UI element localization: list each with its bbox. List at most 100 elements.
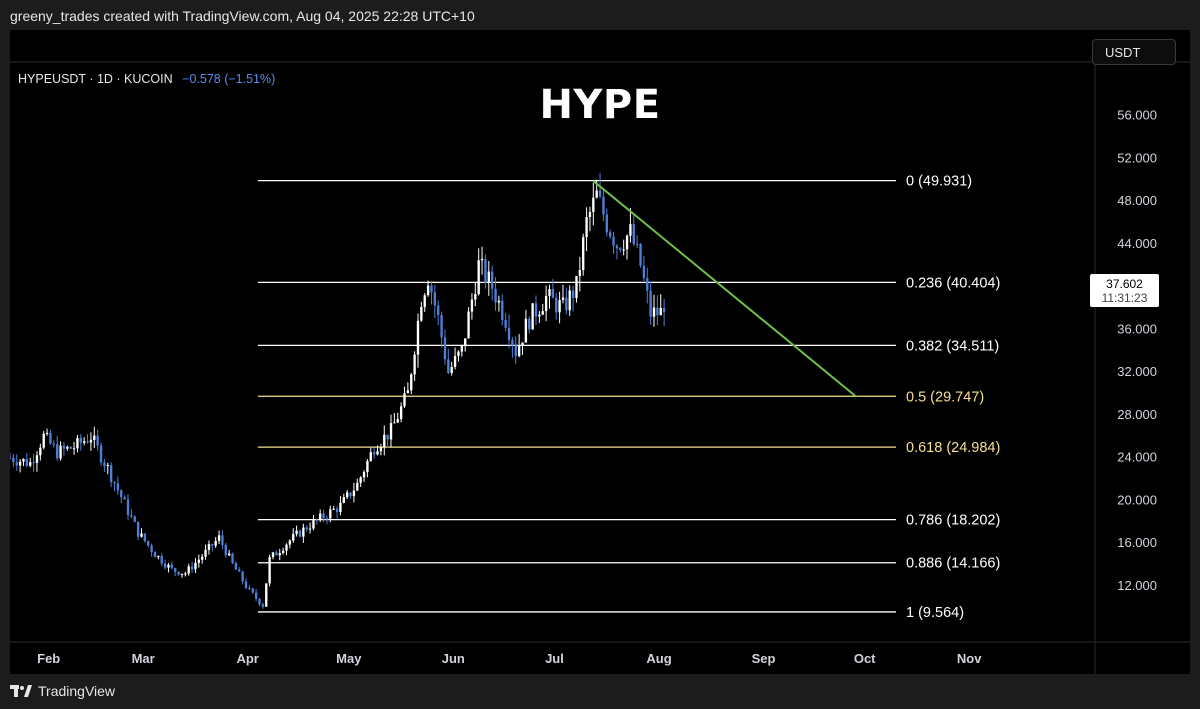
fib-level-label: 1 (9.564) [906, 605, 964, 621]
candle-body [292, 533, 295, 541]
candle-body [295, 530, 298, 534]
candle-body [578, 269, 582, 276]
candle-body [551, 289, 555, 298]
footer-brand[interactable]: TradingView [10, 680, 115, 702]
y-tick-label: 24.000 [1117, 450, 1157, 465]
candle-body [447, 359, 450, 373]
x-tick-label: Feb [37, 651, 60, 666]
candle-body [275, 552, 278, 556]
candle-body [133, 516, 136, 522]
candle-body [345, 492, 349, 498]
candle-body [571, 290, 575, 298]
bar-countdown: 11:31:23 [1101, 291, 1148, 305]
x-tick-label: Mar [132, 651, 155, 666]
x-tick-label: Jun [442, 651, 465, 666]
candle-body [241, 571, 244, 582]
candle-body [143, 533, 147, 542]
candle-body [649, 290, 652, 317]
candle-body [585, 216, 588, 238]
y-tick-label: 28.000 [1117, 407, 1157, 422]
fib-level-label: 0 (49.931) [906, 174, 972, 190]
y-tick-label: 48.000 [1117, 193, 1157, 208]
candle-body [39, 447, 42, 456]
candle-body [52, 443, 56, 445]
candle-body [126, 499, 130, 516]
candle-body [561, 297, 565, 301]
candle-body [464, 338, 467, 346]
candle-body [49, 432, 52, 444]
candle-body [268, 557, 271, 584]
candle-body [406, 390, 410, 394]
candle-body [339, 502, 342, 513]
candle-body [453, 355, 457, 367]
candle-body [369, 452, 372, 461]
candle-body [258, 598, 261, 605]
y-tick-label: 44.000 [1117, 236, 1157, 251]
last-price-tag: 37.602 11:31:23 [1090, 274, 1159, 307]
candle-body [386, 434, 389, 440]
candle-body [558, 300, 561, 313]
candle-body [18, 461, 22, 466]
candle-body [457, 351, 460, 356]
candle-body [332, 508, 335, 510]
x-tick-label: May [336, 651, 362, 666]
candle-body [467, 311, 470, 339]
candle-body [244, 581, 248, 588]
x-tick-label: Nov [957, 651, 982, 666]
x-tick-label: Sep [752, 651, 776, 666]
candle-body [352, 490, 356, 497]
candle-body [565, 297, 568, 311]
candle-body [271, 552, 275, 558]
candle-body [113, 482, 116, 484]
candle-body [140, 533, 143, 537]
candle-body [312, 519, 315, 529]
candle-body [29, 462, 32, 466]
candle-body [147, 541, 150, 546]
candle-body [163, 563, 167, 568]
candle-body [130, 515, 133, 517]
candle-body [204, 549, 207, 557]
candle-body [59, 445, 62, 459]
candle-body [416, 320, 420, 355]
candle-body [322, 513, 325, 519]
candle-body [531, 303, 534, 330]
candle-body [335, 508, 339, 513]
candle-body [93, 435, 96, 440]
candle-body [521, 342, 524, 345]
candle-body [251, 588, 254, 593]
candle-body [430, 285, 433, 293]
trendline [592, 180, 857, 398]
candle-body [484, 259, 487, 283]
y-tick-label: 56.000 [1117, 108, 1157, 123]
candle-body [167, 564, 170, 568]
candle-body [116, 483, 120, 491]
candle-body [187, 566, 190, 574]
candle-body [534, 303, 538, 317]
price-chart[interactable]: 56.00052.00048.00044.00040.00036.00032.0… [10, 30, 1190, 674]
chart-panel[interactable]: 56.00052.00048.00044.00040.00036.00032.0… [10, 30, 1190, 674]
symbol-legend[interactable]: HYPEUSDT · 1D · KUCOIN −0.578 (−1.51%) [18, 72, 275, 86]
candle-body [302, 527, 305, 537]
candle-body [372, 452, 376, 455]
candle-body [639, 244, 642, 266]
tradingview-logo-icon [10, 684, 32, 698]
candle-body [403, 393, 406, 407]
x-tick-label: Apr [236, 651, 258, 666]
candle-body [389, 423, 393, 440]
candle-body [507, 327, 511, 341]
y-tick-label: 52.000 [1117, 150, 1157, 165]
candle-body [278, 552, 281, 556]
candle-body [646, 278, 649, 291]
candle-body [207, 544, 211, 550]
candle-body [399, 406, 403, 420]
x-tick-label: Jul [545, 651, 564, 666]
currency-button[interactable]: USDT [1092, 39, 1176, 65]
candle-body [123, 497, 126, 500]
candle-body [99, 445, 103, 463]
candle-body [10, 457, 12, 459]
candle-body [443, 337, 447, 360]
candle-body [359, 477, 362, 483]
candle-body [72, 448, 76, 450]
candle-body [413, 354, 416, 375]
symbol-label: HYPEUSDT · 1D · KUCOIN [18, 72, 173, 86]
